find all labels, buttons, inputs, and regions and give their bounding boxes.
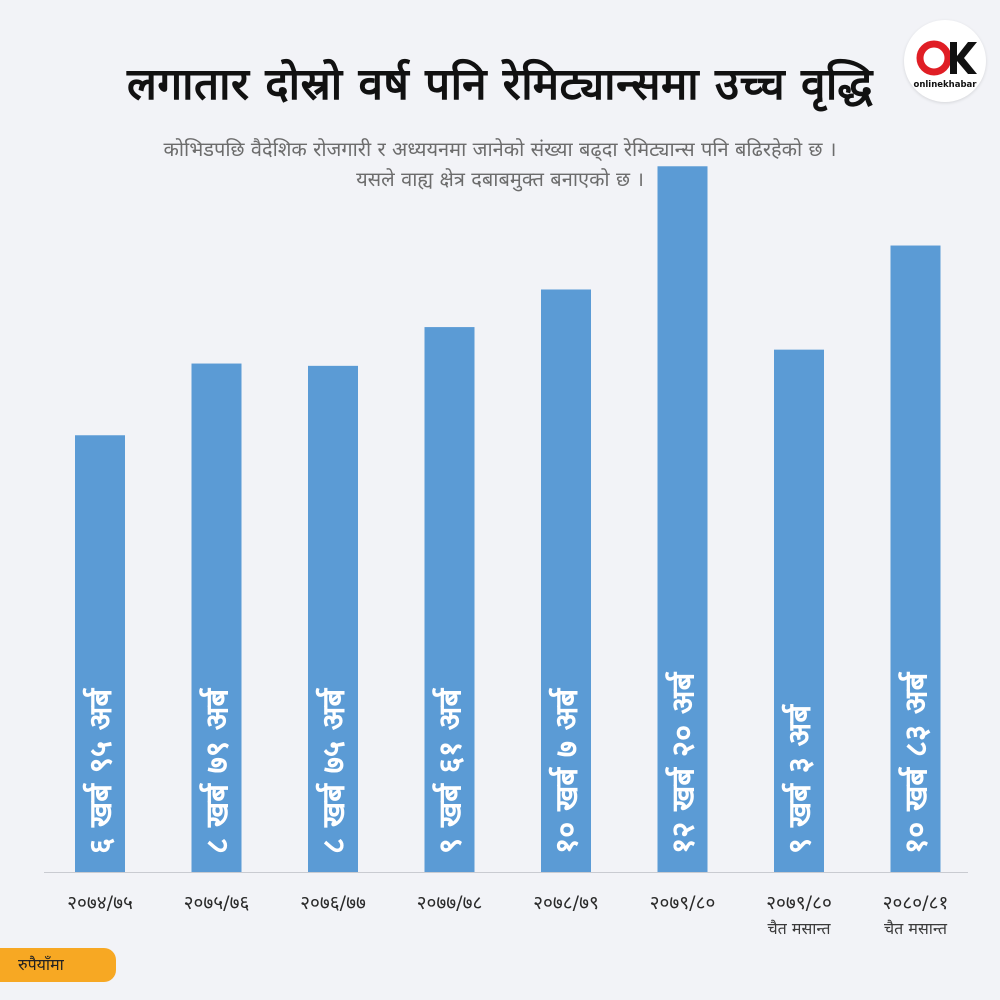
bar-data-label: १० खर्ब ८३ अर्ब xyxy=(898,671,935,854)
x-tick-label: २०७७/७८ xyxy=(417,892,483,914)
bar-group: ९ खर्ब ३ अर्ब २०७९/८० चैत मसान्त xyxy=(766,349,832,938)
bar-data-label: ९ खर्ब ६१ अर्ब xyxy=(432,688,469,854)
bar xyxy=(657,166,708,872)
bar-data-label: १२ खर्ब २० अर्ब xyxy=(665,671,702,854)
x-tick-label: २०७९/८० xyxy=(650,892,716,914)
x-tick-sublabel: चैत मसान्त xyxy=(768,919,832,938)
x-tick-label: २०७४/७५ xyxy=(67,892,133,914)
bar xyxy=(308,365,358,872)
bar-data-label: १० खर्ब ७ अर्ब xyxy=(548,688,585,854)
bar xyxy=(890,245,941,873)
x-tick-label: २०७६/७७ xyxy=(300,892,366,914)
x-tick-label: २०७९/८० xyxy=(766,892,832,914)
bar-group: ८ खर्ब ७५ अर्ब २०७६/७७ xyxy=(300,365,366,914)
unit-label: रुपैयाँमा xyxy=(0,948,116,982)
bar-group: १२ खर्ब २० अर्ब २०७९/८० xyxy=(650,166,716,914)
bar xyxy=(191,363,242,872)
x-tick-label: २०७८/७९ xyxy=(533,892,599,914)
bar-data-label: ८ खर्ब ७५ अर्ब xyxy=(315,688,352,854)
x-tick-label: २०७५/७६ xyxy=(184,892,250,914)
bar-group: १० खर्ब ७ अर्ब २०७८/७९ xyxy=(533,289,599,914)
bar-data-label: ६ खर्ब ९५ अर्ब xyxy=(82,688,119,854)
bar-group: १० खर्ब ८३ अर्ब २०८०/८१ चैत मसान्त xyxy=(883,245,949,938)
chart-subtitle: कोभिडपछि वैदेशिक रोजगारी र अध्ययनमा जाने… xyxy=(60,134,940,194)
bar-group: ६ खर्ब ९५ अर्ब २०७४/७५ xyxy=(67,435,133,914)
bar xyxy=(774,349,824,872)
bar xyxy=(75,435,125,872)
bar-group: ९ खर्ब ६१ अर्ब २०७७/७८ xyxy=(417,327,483,914)
subtitle-line-1: कोभिडपछि वैदेशिक रोजगारी र अध्ययनमा जाने… xyxy=(163,137,837,161)
bar xyxy=(541,289,591,872)
logo-text: onlinekhabar xyxy=(914,80,978,90)
onlinekhabar-logo: onlinekhabar xyxy=(904,20,986,102)
x-tick-sublabel: चैत मसान्त xyxy=(884,919,948,938)
bar-data-label: ९ खर्ब ३ अर्ब xyxy=(781,704,818,854)
bar-group: ८ खर्ब ७९ अर्ब २०७५/७६ xyxy=(184,363,250,914)
subtitle-line-2: यसले वाह्य क्षेत्र दबाबमुक्त बनाएको छ । xyxy=(356,167,644,191)
bar-data-label: ८ खर्ब ७९ अर्ब xyxy=(199,688,236,854)
x-tick-label: २०८०/८१ xyxy=(883,892,949,914)
bar xyxy=(424,327,475,872)
chart-title: लगातार दोस्रो वर्ष पनि रेमिट्यान्समा उच्… xyxy=(127,59,873,110)
onlinekhabar-logo-icon: onlinekhabar xyxy=(914,40,978,90)
